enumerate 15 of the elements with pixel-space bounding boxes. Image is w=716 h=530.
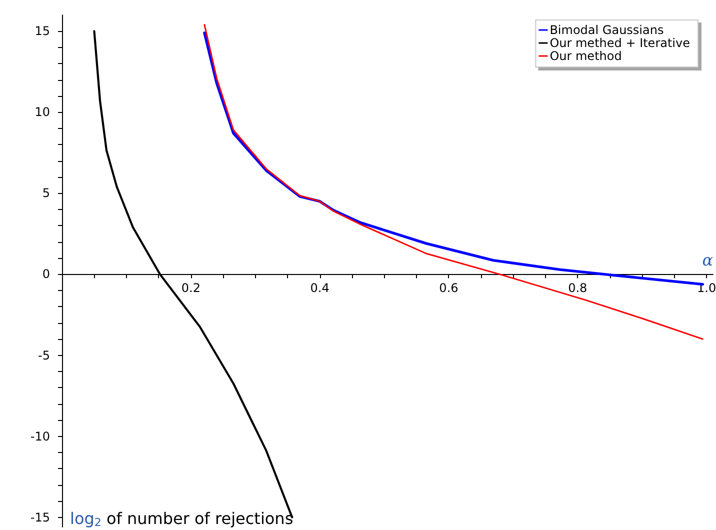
- x-tick-label: 0.6: [439, 281, 458, 296]
- x-tick-label: 0.2: [181, 281, 200, 296]
- legend-label: Our methed + Iterative: [550, 36, 690, 50]
- x-tick-label: 0.8: [568, 281, 588, 296]
- y-tick-label: -10: [30, 429, 50, 444]
- x-tick-label: 0.4: [310, 281, 330, 296]
- legend-label: Bimodal Gaussians: [550, 23, 664, 37]
- y-tick-label: 10: [34, 105, 50, 120]
- y-tick-label: 5: [42, 186, 50, 200]
- y-tick-label: 0: [42, 267, 50, 282]
- y-tick-label: 15: [34, 24, 50, 38]
- y-tick-label: -15: [30, 510, 50, 524]
- y-tick-label: -5: [38, 348, 50, 362]
- x-axis-title: α: [702, 250, 714, 270]
- legend-label: Our method: [550, 49, 622, 63]
